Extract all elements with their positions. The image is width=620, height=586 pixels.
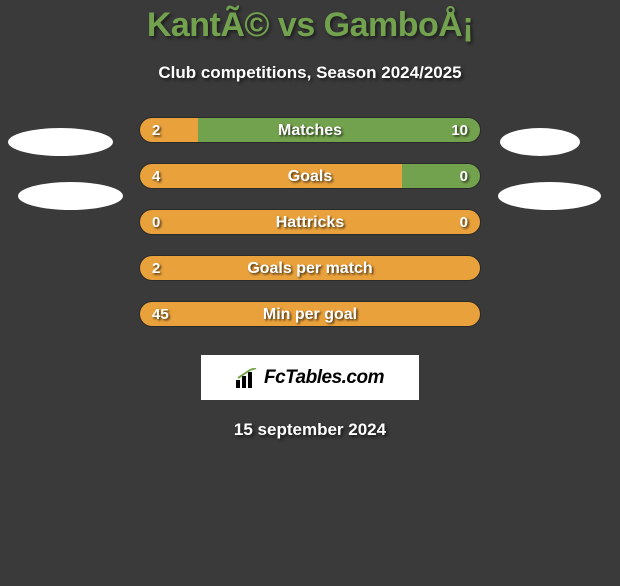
stat-value-right: 0	[460, 210, 468, 235]
stat-value-left: 2	[152, 118, 160, 143]
stat-label: Goals per match	[140, 256, 480, 281]
stat-value-left: 45	[152, 302, 169, 327]
stat-value-right: 0	[460, 164, 468, 189]
stat-row: Hattricks0 0	[139, 209, 481, 235]
subtitle: Club competitions, Season 2024/2025	[0, 63, 620, 83]
stat-label: Min per goal	[140, 302, 480, 327]
player-badge-placeholder	[498, 182, 601, 210]
stat-row: Goals4 0	[139, 163, 481, 189]
player-badge-placeholder	[8, 128, 113, 156]
player-badge-placeholder	[500, 128, 580, 156]
stat-value-left: 2	[152, 256, 160, 281]
stat-value-left: 4	[152, 164, 160, 189]
fctables-logo: FcTables.com	[201, 355, 419, 400]
stat-value-left: 0	[152, 210, 160, 235]
stat-label: Goals	[140, 164, 480, 189]
stat-value-right: 10	[451, 118, 468, 143]
stat-label: Matches	[140, 118, 480, 143]
date-text: 15 september 2024	[0, 420, 620, 440]
stat-label: Hattricks	[140, 210, 480, 235]
stat-row: Min per goal45	[139, 301, 481, 327]
logo-text: FcTables.com	[264, 367, 384, 389]
player-badge-placeholder	[18, 182, 123, 210]
stat-row: Goals per match2	[139, 255, 481, 281]
chart-icon	[236, 368, 258, 388]
page-title: KantÃ© vs GamboÅ¡	[0, 6, 620, 45]
stat-row: Matches2 10	[139, 117, 481, 143]
